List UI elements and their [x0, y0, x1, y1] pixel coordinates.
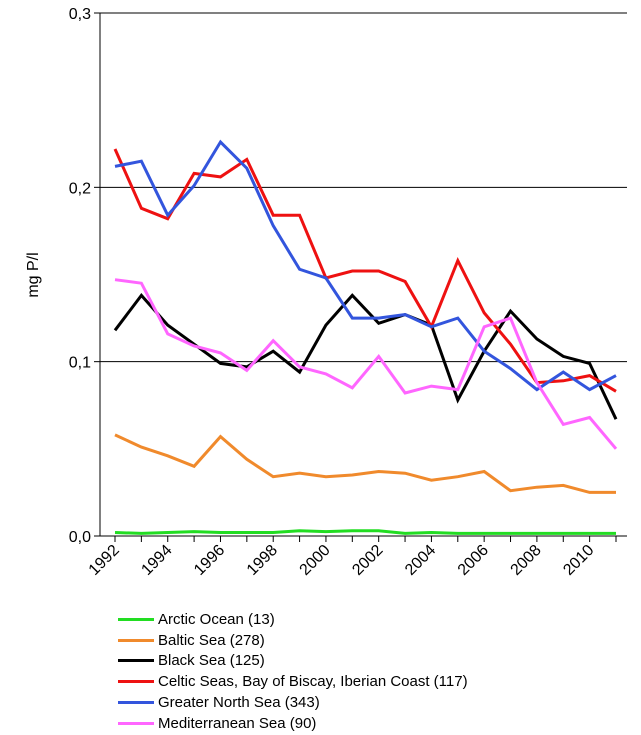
x-tick-label: 2004 — [402, 542, 439, 579]
legend-item: Greater North Sea (343) — [118, 692, 468, 713]
x-tick-label: 2010 — [560, 542, 597, 579]
legend-label: Mediterranean Sea (90) — [158, 714, 317, 732]
x-tick-label: 2006 — [455, 542, 492, 579]
x-tick-label: 2000 — [297, 542, 334, 579]
y-tick-label: 0,0 — [69, 529, 91, 546]
series-line-5 — [114, 278, 618, 450]
legend-label: Arctic Ocean (13) — [158, 610, 275, 628]
legend-swatch — [118, 659, 154, 663]
y-axis-label: mg P/l — [25, 252, 42, 297]
series-lines — [113, 139, 618, 535]
series-line-1 — [114, 433, 616, 494]
series-line-0 — [114, 529, 616, 535]
legend-swatch — [118, 701, 154, 705]
y-tick-label: 0,2 — [69, 180, 91, 197]
legend-item: Baltic Sea (278) — [118, 630, 468, 651]
legend-label: Black Sea (125) — [158, 652, 265, 670]
legend-item: Celtic Seas, Bay of Biscay, Iberian Coas… — [118, 671, 468, 692]
legend-item: Arctic Ocean (13) — [118, 609, 468, 630]
legend-swatch — [118, 721, 154, 725]
line-chart: 0,0 0,1 0,2 0,3 1992 1994 1996 1998 2000 2002 200… — [25, 6, 627, 579]
legend-item: Mediterranean Sea (90) — [118, 713, 468, 734]
legend-label: Celtic Seas, Bay of Biscay, Iberian Coas… — [158, 673, 468, 691]
x-tick-label: 1992 — [86, 542, 123, 579]
series-line-4 — [114, 139, 617, 392]
x-tick-label: 1996 — [191, 542, 228, 579]
legend: Arctic Ocean (13) Baltic Sea (278) Black S… — [118, 609, 468, 734]
axes — [94, 12, 627, 542]
y-tick-labels: 0,0 0,1 0,2 0,3 — [69, 6, 91, 546]
series-line-3 — [113, 148, 617, 393]
legend-label: Greater North Sea (343) — [158, 694, 320, 712]
legend-swatch — [118, 680, 154, 684]
legend-label: Baltic Sea (278) — [158, 631, 265, 649]
legend-item: Black Sea (125) — [118, 651, 468, 672]
x-tick-label: 2002 — [349, 542, 386, 579]
x-tick-label: 2008 — [508, 542, 545, 579]
x-tick-labels: 1992 1994 1996 1998 2000 2002 2004 2006 2008 2010 — [86, 542, 598, 579]
gridlines — [100, 12, 627, 363]
legend-swatch — [118, 638, 154, 642]
series-line-2 — [113, 293, 618, 420]
y-tick-label: 0,3 — [69, 6, 91, 23]
x-tick-label: 1998 — [244, 542, 281, 579]
x-tick-label: 1994 — [138, 542, 175, 579]
y-tick-label: 0,1 — [69, 355, 91, 372]
legend-swatch — [118, 617, 154, 621]
